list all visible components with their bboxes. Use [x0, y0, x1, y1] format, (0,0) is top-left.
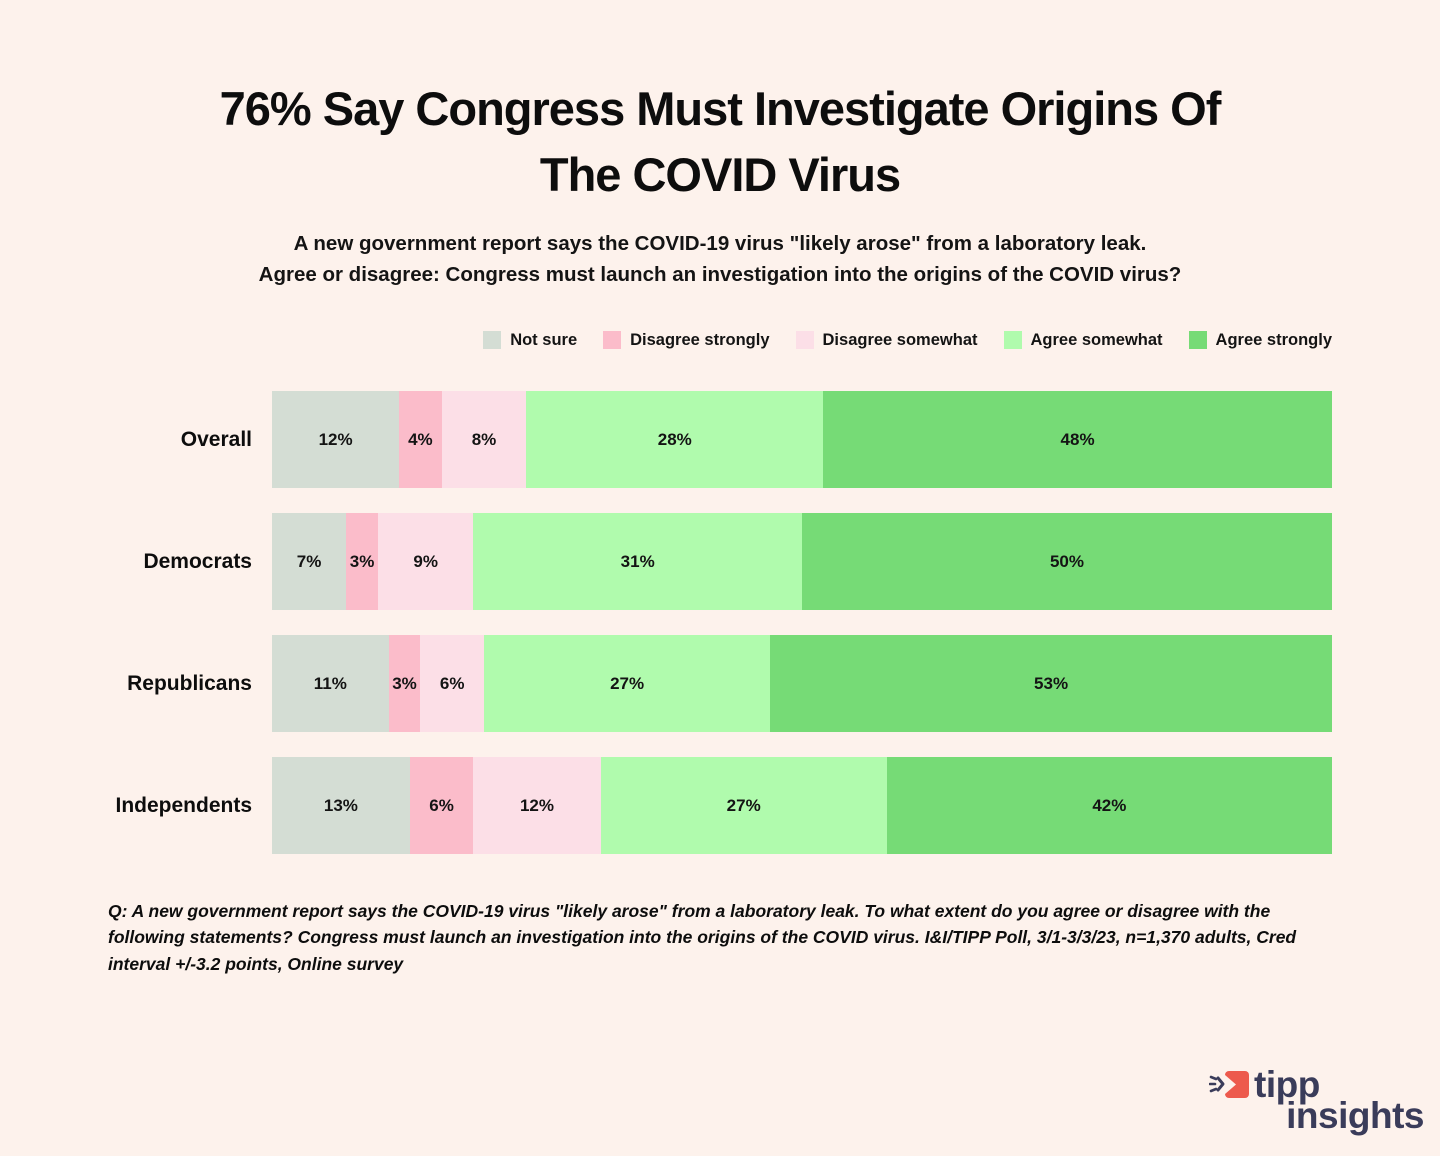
category-label: Republicans [127, 671, 252, 695]
stacked-bar: 7% 3% 9% 31% 50% [272, 513, 1332, 611]
stacked-bar: 13% 6% 12% 27% 42% [272, 757, 1332, 855]
segment-value-label: 8% [471, 429, 497, 449]
legend-label: Disagree strongly [630, 330, 770, 349]
segment-value-label: 53% [1034, 673, 1069, 693]
bar-segment-disagree-somewhat: 9% [377, 513, 474, 611]
bar-row-republicans: Republicans 11% 3% 6% 27% 53% [0, 635, 1440, 733]
bar-segment-not-sure: 11% [272, 635, 389, 733]
bar-row-overall: Overall 12% 4% 8% 28% 48% [0, 391, 1440, 489]
title-line-1: 76% Say Congress Must Investigate Origin… [219, 82, 1222, 135]
legend-item-agree-somewhat: Agree somewhat [1003, 330, 1163, 350]
tipp-insights-logo: tipp insights [1209, 1066, 1424, 1134]
segment-value-label: 3% [349, 551, 375, 571]
segment-value-label: 12% [318, 429, 353, 449]
bar-segment-agree-somewhat: 28% [526, 391, 824, 489]
footnote: Q: A new government report says the COVI… [108, 901, 1297, 974]
bar-segment-agree-somewhat: 27% [483, 635, 771, 733]
subtitle-line-1: A new government report says the COVID-1… [293, 231, 1147, 255]
bar-row-democrats: Democrats 7% 3% 9% 31% 50% [0, 513, 1440, 611]
category-label: Democrats [143, 549, 252, 573]
bar-segment-disagree-somewhat: 8% [441, 391, 527, 489]
legend-item-not-sure: Not sure [483, 331, 577, 350]
bar-segment-disagree-somewhat: 6% [420, 635, 484, 733]
subtitle: A new government report says the COVID-1… [110, 228, 1330, 292]
segment-value-label: 3% [392, 673, 417, 693]
segment-value-label: 27% [610, 673, 645, 693]
legend-swatch-icon [1188, 331, 1207, 350]
legend-swatch-icon [483, 331, 502, 350]
stacked-bar: 11% 3% 6% 27% 53% [272, 635, 1332, 733]
legend-label: Agree strongly [1215, 330, 1332, 349]
bar-segment-agree-somewhat: 27% [600, 757, 887, 855]
segment-value-label: 6% [429, 795, 454, 815]
segment-value-label: 31% [620, 551, 655, 571]
bar-segment-disagree-strongly: 3% [388, 635, 421, 733]
legend-swatch-icon [795, 331, 814, 350]
legend-item-disagree-strongly: Disagree strongly [603, 330, 770, 350]
bar-segment-disagree-somewhat: 12% [473, 757, 601, 855]
segment-value-label: 27% [726, 795, 761, 815]
bar-segment-not-sure: 13% [272, 757, 410, 855]
legend-label: Agree somewhat [1030, 330, 1163, 349]
legend-item-agree-strongly: Agree strongly [1188, 330, 1332, 350]
legend-item-disagree-somewhat: Disagree somewhat [795, 330, 978, 350]
segment-value-label: 9% [413, 551, 438, 571]
stacked-bar: 12% 4% 8% 28% 48% [272, 391, 1332, 489]
bar-segment-agree-strongly: 50% [801, 513, 1332, 611]
legend-label: Not sure [510, 330, 578, 349]
segment-value-label: 7% [296, 551, 322, 571]
tipp-logo-icon [1209, 1068, 1249, 1102]
segment-value-label: 28% [657, 429, 692, 449]
bar-segment-agree-strongly: 53% [770, 635, 1332, 733]
bar-segment-agree-strongly: 48% [823, 391, 1332, 489]
legend-swatch-icon [603, 331, 622, 350]
bar-segment-agree-somewhat: 31% [473, 513, 802, 611]
page-title: 76% Say Congress Must Investigate Origin… [110, 76, 1330, 208]
subtitle-line-2: Agree or disagree: Congress must launch … [258, 263, 1182, 287]
bar-segment-not-sure: 7% [272, 513, 347, 611]
legend-swatch-icon [1003, 331, 1022, 350]
page: 76% Say Congress Must Investigate Origin… [0, 76, 1440, 1156]
legend-label: Disagree somewhat [822, 330, 978, 349]
bar-segment-not-sure: 12% [272, 391, 400, 489]
segment-value-label: 12% [519, 795, 554, 815]
segment-value-label: 13% [323, 795, 358, 815]
segment-value-label: 48% [1060, 429, 1095, 449]
segment-value-label: 11% [313, 673, 347, 693]
bar-segment-disagree-strongly: 6% [409, 757, 474, 855]
bar-segment-agree-strongly: 42% [886, 757, 1332, 855]
bar-segment-disagree-strongly: 4% [399, 391, 442, 489]
bar-row-independents: Independents 13% 6% 12% 27% 42% [0, 757, 1440, 855]
category-label: Independents [115, 793, 252, 817]
segment-value-label: 4% [408, 429, 433, 449]
title-line-2: The COVID Virus [539, 147, 901, 201]
segment-value-label: 42% [1092, 795, 1127, 815]
segment-value-label: 6% [439, 673, 465, 693]
category-label: Overall [180, 427, 252, 451]
bar-segment-disagree-strongly: 3% [346, 513, 378, 611]
logo-text-insights: insights [1286, 1095, 1424, 1136]
segment-value-label: 50% [1049, 551, 1084, 571]
stacked-bar-chart: Overall 12% 4% 8% 28% 48% Democrats 7% 3% 9% 31% 50… [0, 391, 1440, 855]
legend: Not sure Disagree strongly Disagree somewh… [272, 329, 1332, 351]
